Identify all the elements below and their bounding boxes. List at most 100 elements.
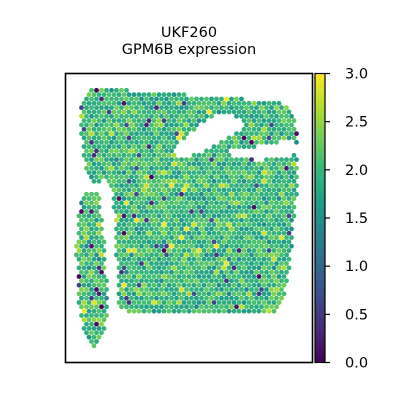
spot [294,183,299,188]
spot [264,278,269,284]
spot [231,135,237,141]
spot [241,239,247,245]
spot [121,274,127,279]
spot [201,152,207,158]
spot [214,261,219,266]
spot [289,174,294,180]
spot [96,161,102,167]
spot [214,295,219,301]
spot [199,304,204,310]
spot [179,304,184,310]
spot [196,204,202,210]
spot [104,157,109,163]
spot [204,304,209,310]
spot [279,235,284,240]
spot [226,196,232,201]
spot [126,187,132,193]
spot [119,287,124,292]
spot [79,313,84,318]
spot [199,113,204,119]
spot [89,287,94,292]
spot [119,191,124,197]
spot [171,187,177,193]
spot [191,170,197,176]
colorbar-tick-label: 1.5 [345,211,368,227]
spot [159,200,164,206]
spot [259,235,264,240]
spot [194,157,199,163]
spot [281,256,287,262]
spot [84,209,89,214]
spot [279,191,284,197]
spot [124,113,129,119]
spot [231,274,237,279]
spot [156,274,162,279]
spot [94,295,99,301]
spot [146,300,152,305]
spot [276,187,282,193]
spot [264,139,269,145]
spot [186,248,192,253]
spot [221,170,227,176]
spot [171,92,177,98]
spot [89,252,94,258]
spot [236,161,242,167]
spot [79,269,84,275]
spot [184,278,189,284]
spot [79,209,84,214]
spot [256,239,262,245]
spot [116,204,122,210]
spot [161,213,167,219]
spot [139,217,144,223]
spot [141,187,147,193]
spot [201,239,207,245]
spot [139,183,144,188]
spot [256,213,262,219]
spot [219,269,224,275]
spot [161,196,167,201]
spot [179,200,184,206]
spot [139,96,144,102]
spot [91,213,97,219]
spot [89,122,94,128]
spot [274,105,279,111]
spot [239,165,244,171]
spot [91,326,97,331]
spot [99,226,104,232]
spot [211,256,217,262]
spot [174,278,179,284]
spot [211,187,217,193]
spot [269,191,274,197]
spot [129,243,134,249]
spot [284,226,289,232]
spot [254,131,259,137]
spot [271,213,277,219]
spot [124,183,129,188]
spot [164,183,169,188]
spot [76,222,82,227]
spot [151,109,157,115]
spot [116,109,122,115]
spot [169,157,174,163]
spot [261,239,267,245]
spot [159,122,164,128]
spot [174,269,179,275]
spot [264,287,269,292]
spot [151,265,157,271]
spot [231,230,237,236]
spot [99,243,104,249]
spot [146,170,152,176]
spot [181,196,187,201]
spot [199,295,204,301]
spot [236,135,242,141]
spot [246,126,252,132]
spot [284,105,289,111]
spot [209,261,214,266]
spot [149,200,154,206]
spot [251,230,257,236]
spot [271,118,277,124]
spot [111,196,117,201]
spot [159,148,164,154]
spot [284,174,289,180]
spot [149,183,154,188]
